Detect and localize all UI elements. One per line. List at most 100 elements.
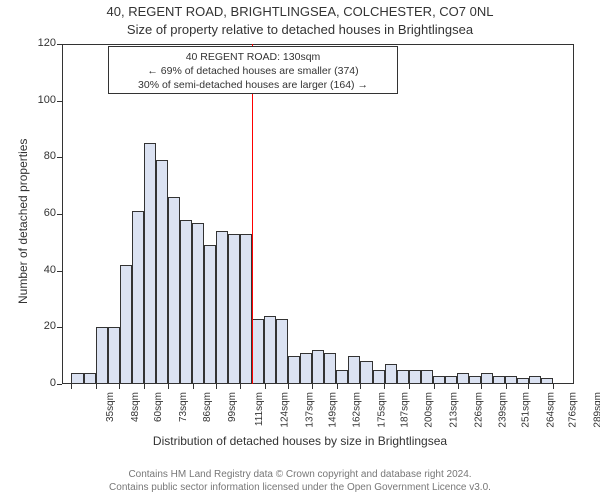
x-tick: [528, 384, 529, 389]
histogram-bar: [397, 370, 409, 384]
x-tick: [360, 384, 361, 389]
histogram-bar: [144, 143, 156, 384]
x-tick: [216, 384, 217, 389]
histogram-bar: [216, 231, 228, 384]
annotation-line: 30% of semi-detached houses are larger (…: [113, 78, 393, 92]
annotation-line: ← 69% of detached houses are smaller (37…: [113, 64, 393, 78]
x-tick: [168, 384, 169, 389]
y-tick-label: 0: [28, 377, 56, 389]
histogram-bar: [481, 373, 493, 384]
x-tick-label: 213sqm: [449, 392, 460, 428]
histogram-bar: [252, 319, 264, 384]
histogram-bar: [445, 376, 457, 385]
attribution-line-2: Contains public sector information licen…: [109, 482, 491, 493]
y-tick: [57, 44, 62, 45]
histogram-bar: [312, 350, 324, 384]
x-tick-label: 175sqm: [377, 392, 388, 428]
histogram-bar: [192, 223, 204, 385]
x-tick-label: 111sqm: [254, 392, 265, 426]
x-tick: [288, 384, 289, 389]
histogram-bar: [264, 316, 276, 384]
y-tick-label: 60: [28, 207, 56, 219]
x-tick: [458, 384, 459, 389]
x-tick-label: 137sqm: [304, 392, 315, 428]
histogram-bar: [421, 370, 433, 384]
x-tick-label: 35sqm: [105, 392, 116, 422]
histogram-bar: [529, 376, 541, 385]
annotation-box: 40 REGENT ROAD: 130sqm← 69% of detached …: [108, 46, 398, 94]
x-tick-label: 149sqm: [327, 392, 338, 428]
y-tick: [57, 384, 62, 385]
histogram-bar: [180, 220, 192, 384]
histogram-bar: [132, 211, 144, 384]
x-tick-label: 264sqm: [545, 392, 556, 428]
y-tick-label: 40: [28, 264, 56, 276]
annotation-line: 40 REGENT ROAD: 130sqm: [113, 50, 393, 64]
y-tick-label: 100: [28, 94, 56, 106]
histogram-bar: [168, 197, 180, 384]
x-tick: [96, 384, 97, 389]
histogram-bar: [228, 234, 240, 384]
x-tick: [144, 384, 145, 389]
x-tick: [265, 384, 266, 389]
x-tick: [119, 384, 120, 389]
histogram-bar: [433, 376, 445, 385]
x-tick-label: 200sqm: [424, 392, 435, 428]
histogram-bar: [120, 265, 132, 384]
y-tick: [57, 157, 62, 158]
histogram-bar: [96, 327, 108, 384]
histogram-bar: [288, 356, 300, 384]
x-tick: [193, 384, 194, 389]
histogram-bar: [505, 376, 517, 385]
histogram-bar: [84, 373, 96, 384]
histogram-bar: [373, 370, 385, 384]
y-tick: [57, 327, 62, 328]
histogram-bar: [108, 327, 120, 384]
y-axis-label: Number of detached properties: [16, 139, 30, 304]
x-tick-label: 239sqm: [498, 392, 509, 428]
y-tick: [57, 214, 62, 215]
histogram-bar: [457, 373, 469, 384]
x-tick-label: 124sqm: [280, 392, 291, 428]
x-tick: [434, 384, 435, 389]
histogram-bar: [360, 361, 372, 384]
histogram-bar: [300, 353, 312, 384]
y-tick-label: 80: [28, 150, 56, 162]
x-tick: [384, 384, 385, 389]
histogram-bar: [348, 356, 360, 384]
attribution-line-1: Contains HM Land Registry data © Crown c…: [128, 469, 471, 480]
x-tick-label: 60sqm: [153, 392, 164, 422]
y-tick: [57, 101, 62, 102]
x-tick-label: 226sqm: [473, 392, 484, 428]
x-tick-label: 48sqm: [130, 392, 141, 422]
x-tick-label: 99sqm: [227, 392, 238, 422]
histogram-bar: [71, 373, 83, 384]
histogram-bar: [469, 376, 481, 385]
histogram-bar: [517, 378, 529, 384]
x-tick-label: 162sqm: [352, 392, 363, 428]
x-tick: [409, 384, 410, 389]
histogram-bar: [324, 353, 336, 384]
histogram-bar: [409, 370, 421, 384]
figure: 40, REGENT ROAD, BRIGHTLINGSEA, COLCHEST…: [0, 0, 600, 500]
x-tick-label: 73sqm: [178, 392, 189, 422]
x-tick-label: 86sqm: [202, 392, 213, 422]
y-tick-label: 20: [28, 320, 56, 332]
x-tick: [240, 384, 241, 389]
histogram-bar: [240, 234, 252, 384]
x-axis-label: Distribution of detached houses by size …: [0, 434, 600, 448]
x-tick: [312, 384, 313, 389]
x-tick: [506, 384, 507, 389]
x-tick: [481, 384, 482, 389]
x-tick-label: 276sqm: [568, 392, 579, 428]
histogram-bar: [276, 319, 288, 384]
y-tick: [57, 271, 62, 272]
y-tick-label: 120: [28, 37, 56, 49]
x-tick: [71, 384, 72, 389]
chart-supertitle: 40, REGENT ROAD, BRIGHTLINGSEA, COLCHEST…: [0, 4, 600, 19]
x-tick: [553, 384, 554, 389]
histogram-bar: [385, 364, 397, 384]
x-tick-label: 289sqm: [593, 392, 600, 428]
histogram-bar: [493, 376, 505, 385]
x-tick: [337, 384, 338, 389]
